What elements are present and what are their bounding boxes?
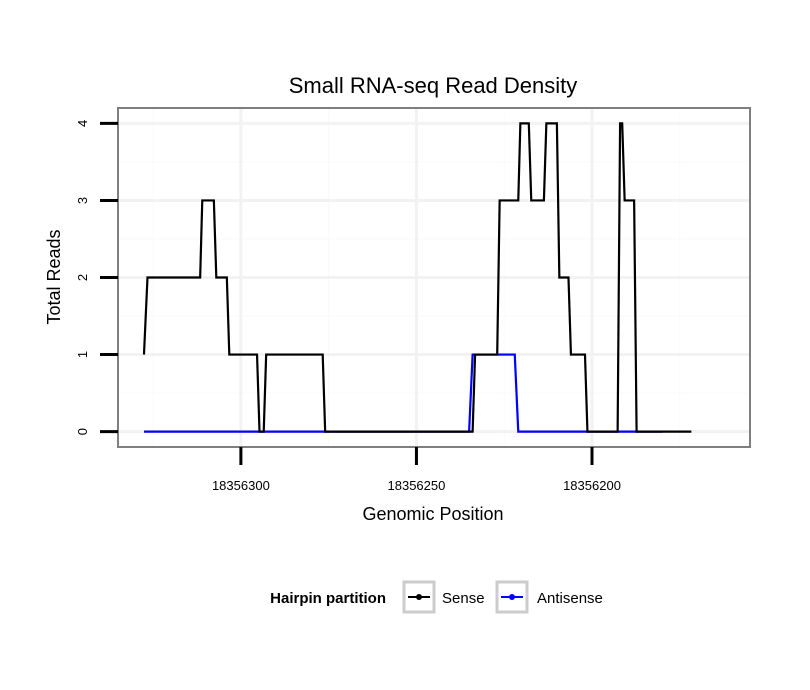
legend-label-antisense: Antisense: [537, 590, 603, 607]
series-group: [142, 122, 692, 433]
y-axis-title: Total Reads: [44, 229, 64, 324]
x-tick-label: 18356300: [212, 478, 270, 493]
legend-title: Hairpin partition: [270, 590, 386, 607]
legend: Hairpin partition Sense Antisense: [270, 580, 603, 614]
legend-key-point-antisense: [509, 594, 515, 600]
legend-label-sense: Sense: [442, 590, 485, 607]
x-tick-label: 18356200: [563, 478, 621, 493]
x-tick-label: 18356250: [388, 478, 446, 493]
axis-ticks: 18356300 18356250 18356200 0 1 2 3 4: [75, 120, 621, 493]
grid: [118, 108, 750, 447]
chart-title: Small RNA-seq Read Density: [289, 73, 578, 98]
y-tick-label: 1: [75, 351, 90, 358]
y-tick-label: 3: [75, 197, 90, 204]
x-axis-title: Genomic Position: [362, 504, 503, 524]
series-line-sense: [142, 122, 692, 433]
legend-key-point-sense: [416, 594, 422, 600]
y-tick-label: 0: [75, 428, 90, 435]
y-tick-label: 2: [75, 274, 90, 281]
y-tick-label: 4: [75, 120, 90, 127]
